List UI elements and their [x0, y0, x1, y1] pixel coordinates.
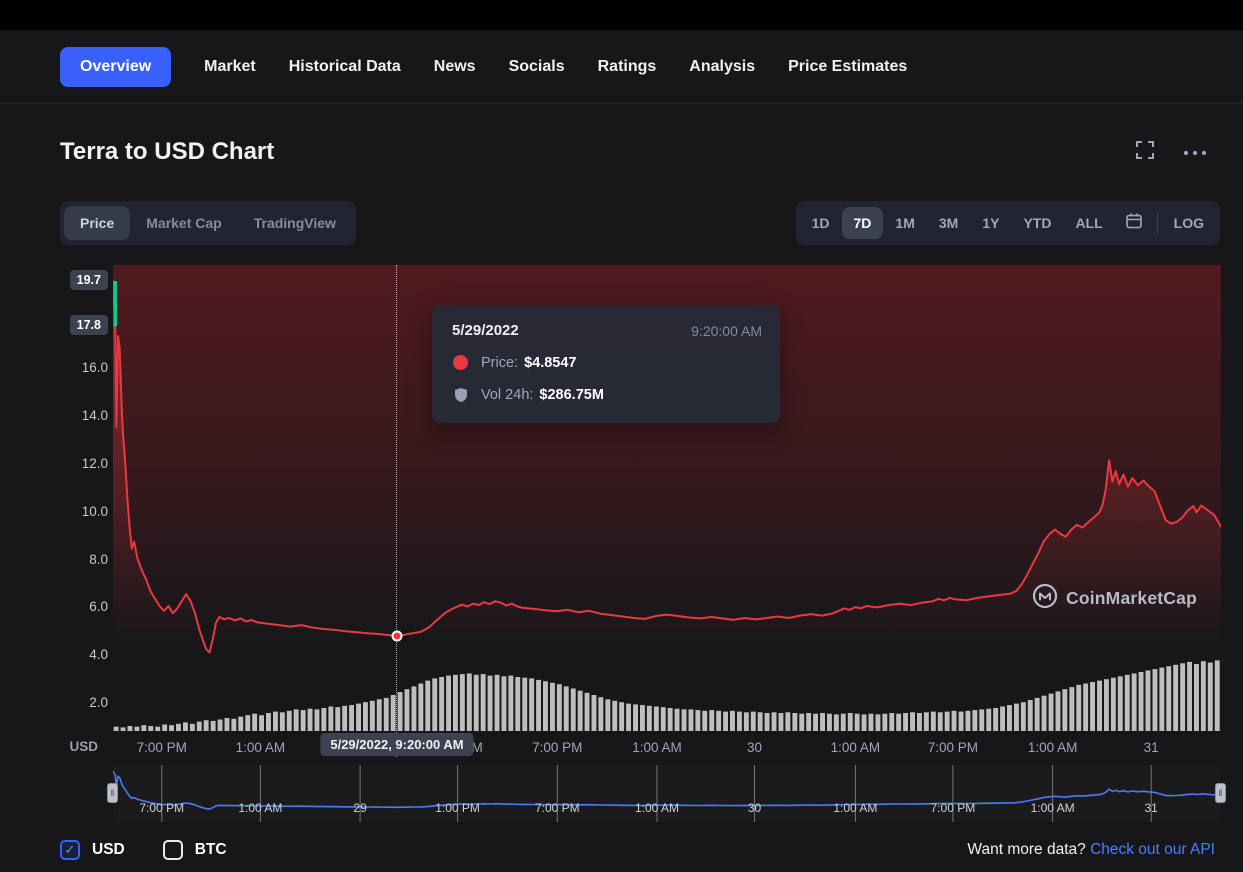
tab-historical-data[interactable]: Historical Data [288, 57, 401, 75]
calendar-icon [1125, 212, 1143, 235]
crosshair-line [396, 265, 398, 757]
tooltip-volume-label: Vol 24h: [481, 386, 534, 403]
view-tradingview-button[interactable]: TradingView [253, 215, 336, 231]
y-axis-badge: 19.7 [69, 269, 108, 290]
y-axis-label: 4.0 [89, 647, 108, 663]
x-axis-label: 7:00 PM [927, 740, 978, 755]
more-options-button[interactable] [1183, 143, 1207, 161]
navigator-handle-left[interactable]: ‖ [107, 783, 118, 803]
range-selector: 1D 7D 1M 3M 1Y YTD ALL LOG [795, 201, 1220, 245]
chart-actions [1135, 140, 1207, 165]
y-axis-label: 10.0 [81, 503, 108, 519]
volume-bars [113, 660, 1220, 731]
tooltip-volume-value: $286.75M [539, 386, 604, 403]
y-axis-label: 2.0 [89, 695, 108, 710]
watermark-text: CoinMarketCap [1066, 588, 1197, 608]
tab-ratings[interactable]: Ratings [597, 57, 657, 75]
calendar-button[interactable] [1115, 206, 1153, 241]
tooltip-header: 5/29/2022 9:20:00 AM [452, 322, 762, 339]
y-axis-badge: 17.8 [69, 315, 108, 336]
tooltip-time: 9:20:00 AM [691, 322, 762, 339]
tooltip-price-label: Price: [481, 354, 519, 371]
chart-navigator[interactable] [112, 765, 1222, 822]
api-link[interactable]: Check out our API [1090, 841, 1215, 858]
top-black-bar [0, 0, 1243, 30]
fullscreen-button[interactable] [1135, 140, 1155, 165]
x-axis-label: 1:00 AM [1027, 740, 1078, 755]
range-1m-button[interactable]: 1M [895, 215, 915, 231]
chart-view-toggle: Price Market Cap TradingView [60, 201, 356, 245]
x-axis-label: 7:00 PM [532, 740, 583, 755]
crosshair-date-badge: 5/29/2022, 9:20:00 AM [320, 733, 474, 756]
x-axis-label: 1:00 AM [235, 740, 286, 755]
tooltip-volume-row: Vol 24h: $286.75M [452, 386, 762, 403]
fullscreen-icon [1135, 140, 1155, 165]
tab-socials[interactable]: Socials [508, 57, 565, 75]
y-axis-label: 12.0 [81, 456, 108, 471]
ellipsis-icon [1183, 143, 1207, 161]
btc-checkbox[interactable]: BTC [162, 840, 227, 860]
page-tabs: Overview Market Historical Data News Soc… [0, 30, 1243, 104]
api-cta: Want more data? Check out our API [967, 841, 1215, 859]
usd-checkbox-box[interactable]: ✓ [60, 840, 80, 860]
crosshair-marker [391, 630, 403, 642]
tooltip-date: 5/29/2022 [452, 322, 519, 339]
view-price-button[interactable]: Price [64, 206, 131, 240]
log-scale-button[interactable]: LOG [1173, 215, 1204, 231]
view-market-cap-button[interactable]: Market Cap [146, 215, 222, 231]
btc-checkbox-box[interactable] [162, 840, 183, 860]
y-axis-label: 6.0 [89, 599, 108, 615]
coinmarketcap-watermark: CoinMarketCap [1032, 583, 1197, 614]
tab-news[interactable]: News [433, 57, 476, 75]
x-axis-label: 1:00 AM [632, 740, 682, 755]
x-axis-label: 30 [747, 740, 763, 755]
x-axis-label: 1:00 AM [830, 740, 881, 755]
tab-analysis[interactable]: Analysis [689, 57, 756, 75]
range-1y-button[interactable]: 1Y [982, 215, 1000, 231]
x-axis-label: 31 [1143, 740, 1159, 755]
usd-checkbox[interactable]: ✓ USD [60, 840, 125, 860]
tab-overview[interactable]: Overview [60, 46, 172, 87]
y-axis-unit: USD [69, 739, 98, 754]
tab-price-estimates[interactable]: Price Estimates [788, 57, 908, 75]
range-all-button[interactable]: ALL [1075, 215, 1103, 231]
y-axis-label: 14.0 [81, 408, 108, 424]
chart-controls: Price Market Cap TradingView 1D 7D 1M 3M… [60, 201, 1220, 245]
tooltip-price-row: Price: $4.8547 [452, 354, 762, 371]
tooltip-price-value: $4.8547 [524, 354, 577, 371]
cta-text: Want more data? [967, 841, 1086, 858]
coinmarketcap-logo-icon [1032, 583, 1058, 614]
chart-header: Terra to USD Chart [60, 138, 1207, 166]
y-axis-label: 16.0 [81, 360, 108, 376]
range-1d-button[interactable]: 1D [811, 215, 830, 231]
usd-checkbox-label: USD [92, 841, 125, 858]
chart-footer: ✓ USD BTC Want more data? Check out our … [60, 840, 1215, 860]
y-axis-label: 8.0 [89, 551, 108, 567]
price-dot-icon [452, 354, 469, 371]
btc-checkbox-label: BTC [194, 841, 227, 858]
page-title: Terra to USD Chart [60, 138, 275, 165]
x-axis-label: 7:00 PM [136, 740, 187, 755]
range-3m-button[interactable]: 3M [938, 215, 959, 231]
volume-shield-icon [452, 386, 469, 403]
tab-market[interactable]: Market [204, 57, 256, 75]
range-ytd-button[interactable]: YTD [1023, 215, 1052, 231]
chart-tooltip: 5/29/2022 9:20:00 AM Price: $4.8547 Vol … [432, 305, 780, 423]
navigator-handle-right[interactable]: ‖ [1215, 783, 1226, 803]
divider [1156, 212, 1158, 234]
currency-toggles: ✓ USD BTC [60, 840, 227, 860]
range-7d-button[interactable]: 7D [841, 207, 884, 239]
